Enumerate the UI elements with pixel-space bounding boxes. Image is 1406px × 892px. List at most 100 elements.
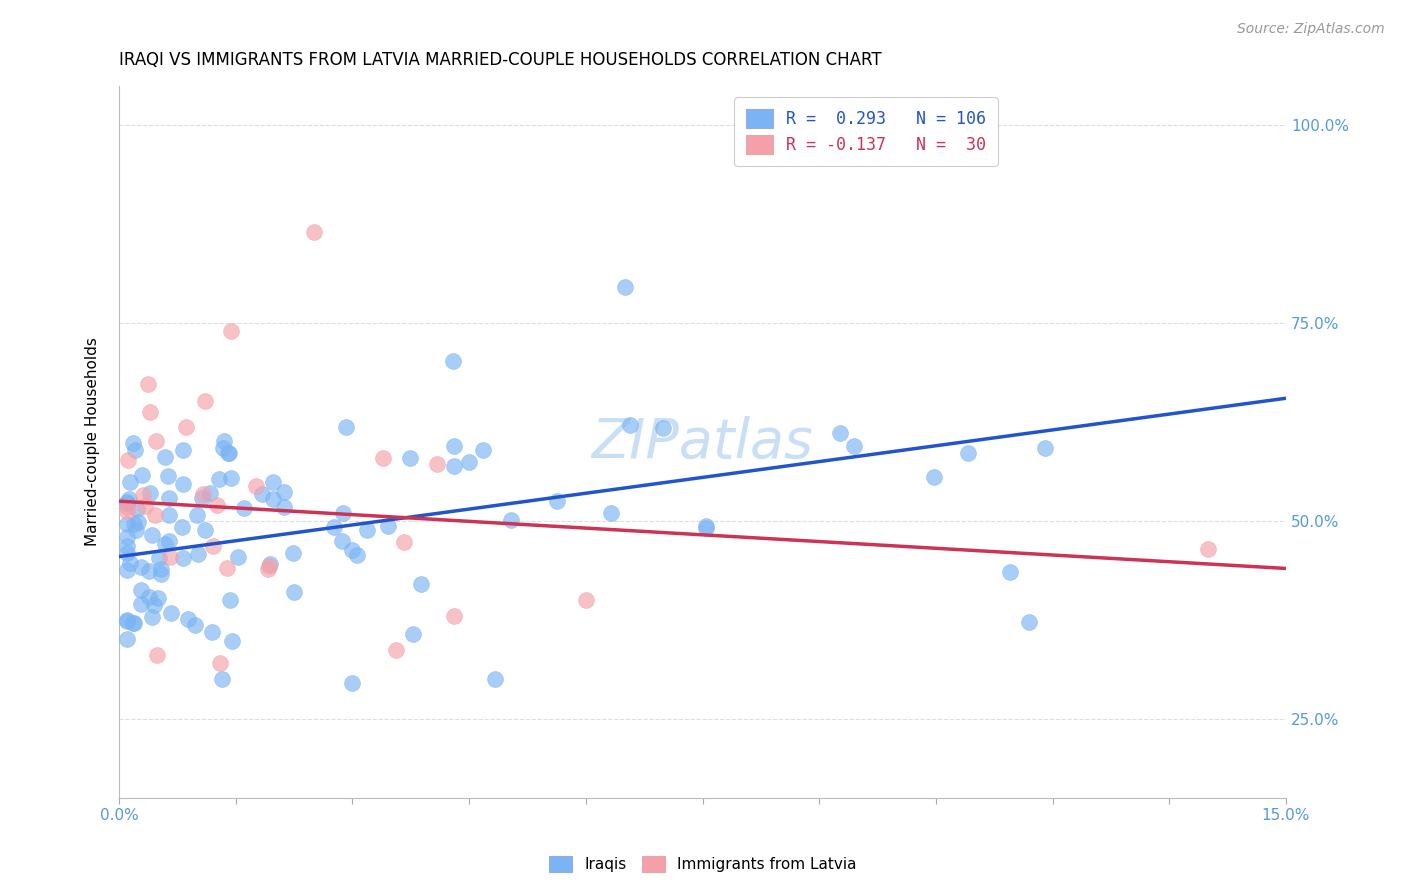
- Point: [221, 634, 243, 648]
- Point: [115, 614, 138, 628]
- Point: [998, 566, 1021, 580]
- Point: [138, 590, 160, 604]
- Point: [398, 450, 420, 465]
- Point: [250, 487, 273, 501]
- Point: [201, 540, 224, 554]
- Point: [613, 280, 636, 294]
- Point: [377, 519, 399, 533]
- Point: [115, 517, 138, 532]
- Point: [134, 499, 156, 513]
- Text: Source: ZipAtlas.com: Source: ZipAtlas.com: [1237, 22, 1385, 37]
- Point: [322, 520, 344, 534]
- Point: [471, 442, 494, 457]
- Point: [115, 495, 138, 509]
- Point: [143, 598, 166, 612]
- Point: [302, 225, 325, 239]
- Point: [124, 443, 146, 458]
- Point: [120, 557, 142, 571]
- Point: [356, 523, 378, 537]
- Point: [155, 450, 177, 465]
- Point: [842, 439, 865, 453]
- Point: [828, 425, 851, 440]
- Point: [215, 560, 238, 574]
- Point: [146, 591, 169, 605]
- Point: [122, 615, 145, 630]
- Point: [212, 442, 235, 456]
- Point: [233, 500, 256, 515]
- Point: [1033, 441, 1056, 455]
- Point: [172, 551, 194, 566]
- Point: [600, 506, 623, 520]
- Point: [122, 616, 145, 631]
- Point: [208, 472, 231, 486]
- Point: [373, 450, 395, 465]
- Point: [262, 492, 284, 507]
- Point: [335, 420, 357, 434]
- Point: [217, 446, 239, 460]
- Point: [695, 521, 717, 535]
- Point: [651, 421, 673, 435]
- Point: [385, 642, 408, 657]
- Point: [115, 500, 138, 514]
- Point: [546, 494, 568, 508]
- Point: [346, 548, 368, 562]
- Point: [193, 487, 215, 501]
- Point: [157, 508, 180, 522]
- Legend: R =  0.293   N = 106, R = -0.137   N =  30: R = 0.293 N = 106, R = -0.137 N = 30: [734, 97, 998, 166]
- Point: [115, 547, 138, 561]
- Point: [139, 486, 162, 500]
- Point: [115, 563, 138, 577]
- Point: [148, 551, 170, 566]
- Point: [273, 485, 295, 500]
- Point: [156, 469, 179, 483]
- Point: [136, 376, 159, 391]
- Point: [170, 520, 193, 534]
- Point: [115, 613, 138, 627]
- Point: [141, 528, 163, 542]
- Point: [262, 475, 284, 490]
- Point: [190, 491, 212, 505]
- Point: [283, 546, 305, 560]
- Point: [187, 547, 209, 561]
- Point: [443, 458, 465, 473]
- Point: [149, 561, 172, 575]
- Point: [184, 618, 207, 632]
- Point: [150, 566, 173, 581]
- Point: [145, 434, 167, 449]
- Point: [695, 519, 717, 533]
- Point: [402, 627, 425, 641]
- Point: [129, 597, 152, 611]
- Point: [115, 530, 138, 544]
- Point: [211, 673, 233, 687]
- Point: [141, 610, 163, 624]
- Point: [160, 606, 183, 620]
- Point: [207, 498, 229, 512]
- Point: [441, 354, 464, 368]
- Point: [193, 523, 215, 537]
- Point: [219, 324, 242, 338]
- Point: [139, 405, 162, 419]
- Point: [619, 417, 641, 432]
- Point: [443, 609, 465, 624]
- Point: [201, 625, 224, 640]
- Point: [409, 577, 432, 591]
- Point: [956, 446, 979, 460]
- Point: [115, 495, 138, 509]
- Point: [118, 491, 141, 506]
- Point: [257, 559, 280, 574]
- Point: [172, 476, 194, 491]
- Point: [443, 440, 465, 454]
- Point: [575, 593, 598, 607]
- Text: ZIPatlas: ZIPatlas: [592, 416, 814, 468]
- Point: [342, 543, 364, 558]
- Point: [330, 533, 353, 548]
- Point: [174, 419, 197, 434]
- Point: [159, 549, 181, 564]
- Point: [122, 517, 145, 532]
- Point: [118, 475, 141, 489]
- Point: [131, 467, 153, 482]
- Point: [458, 455, 481, 469]
- Point: [283, 584, 305, 599]
- Point: [1018, 615, 1040, 630]
- Point: [125, 523, 148, 537]
